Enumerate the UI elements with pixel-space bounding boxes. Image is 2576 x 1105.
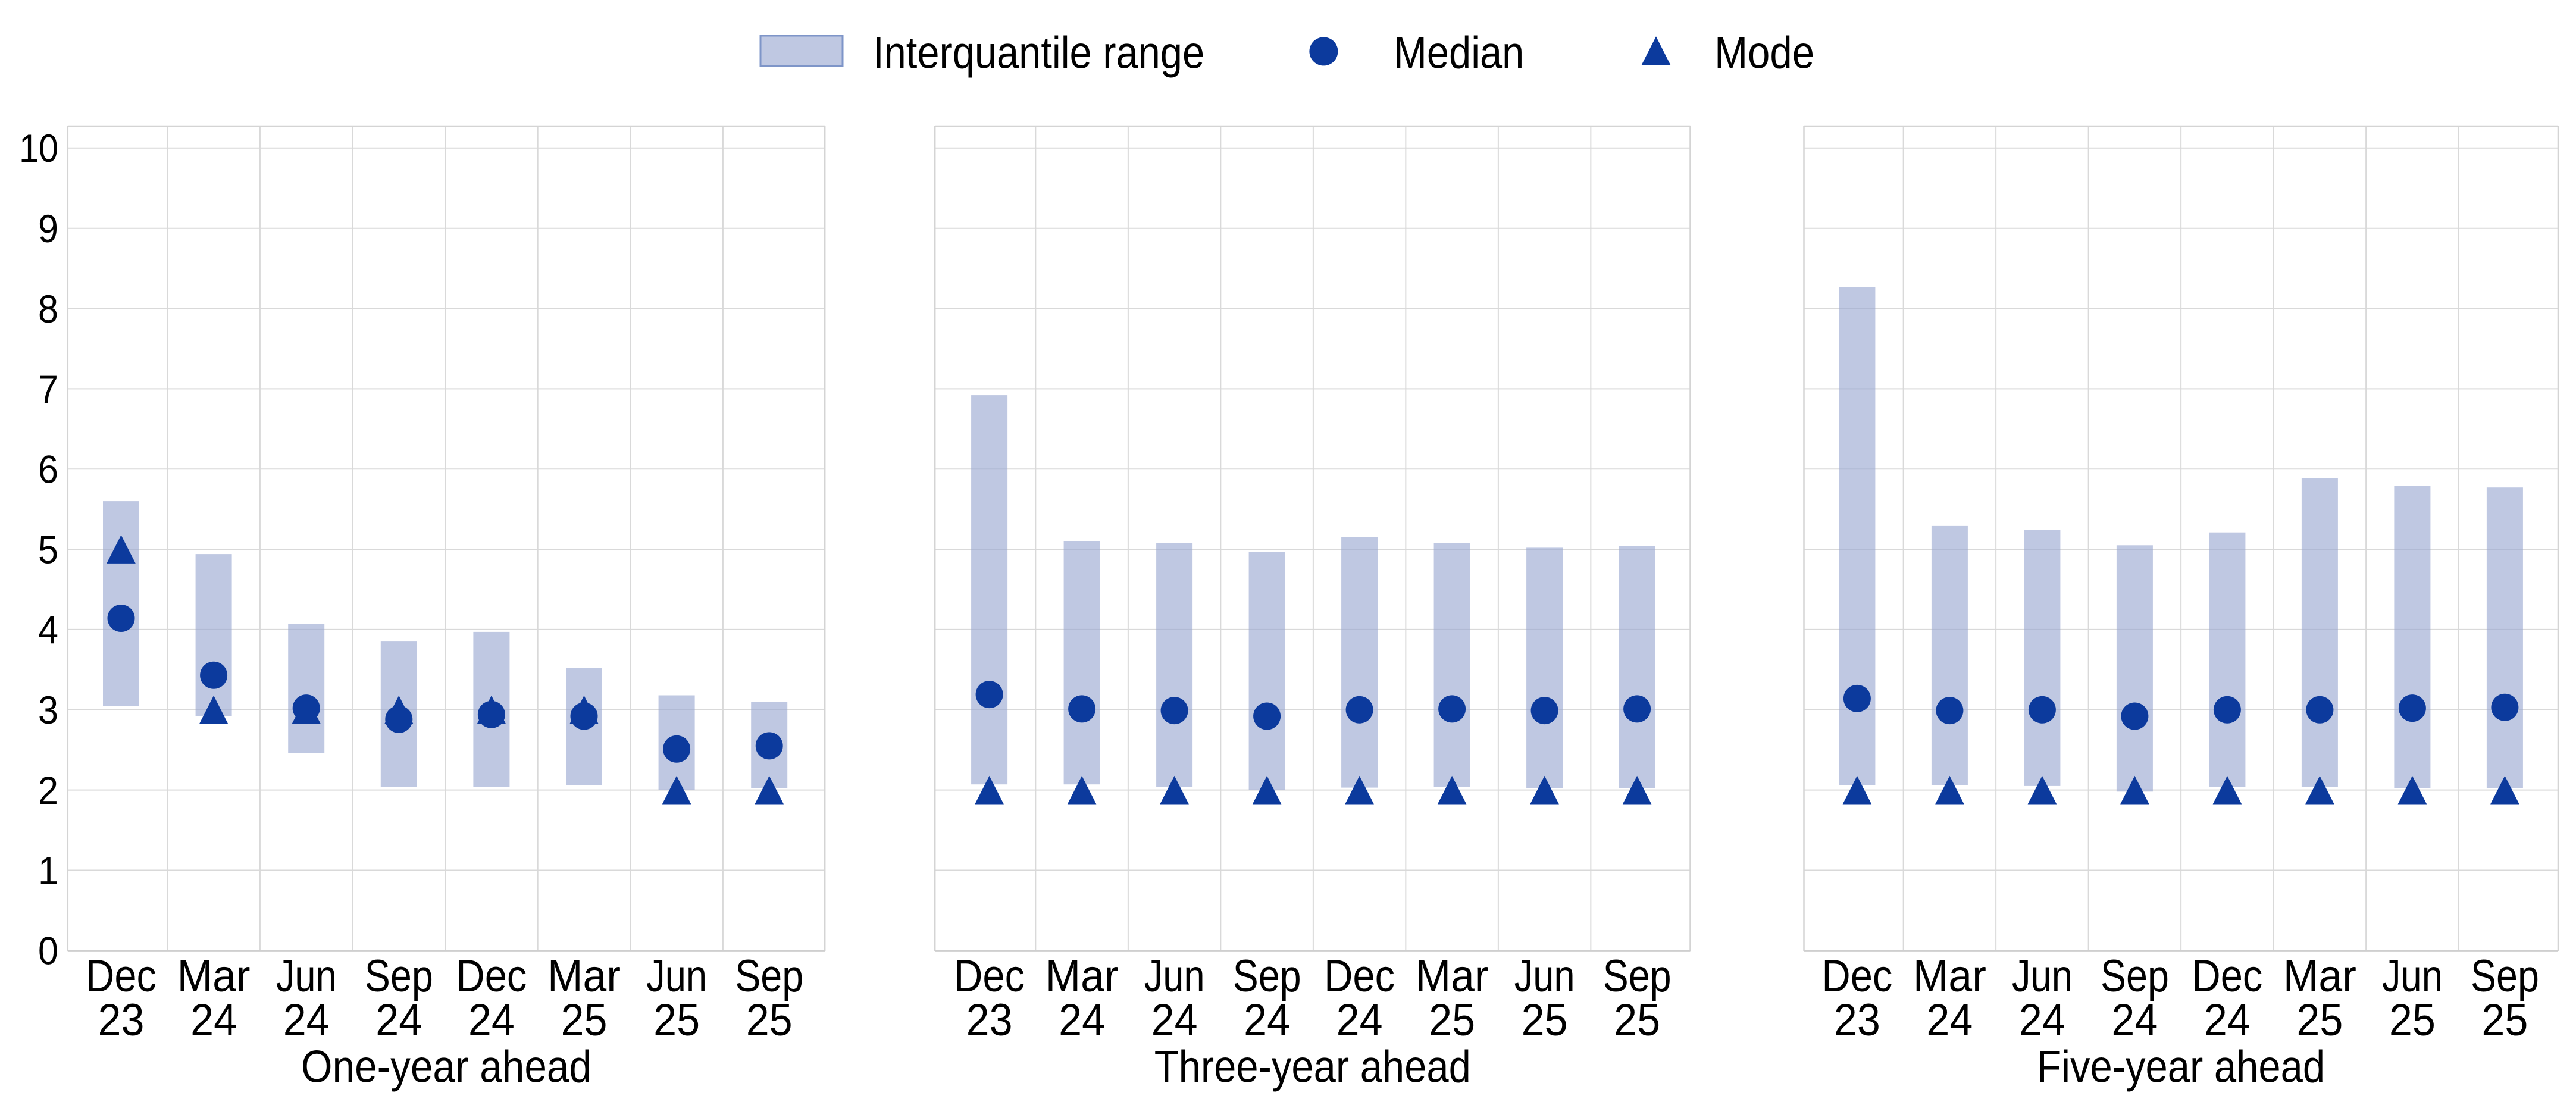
svg-text:24: 24 bbox=[1151, 995, 1198, 1045]
svg-text:Sep: Sep bbox=[1603, 951, 1672, 1001]
svg-text:24: 24 bbox=[2111, 995, 2158, 1045]
svg-text:10: 10 bbox=[19, 126, 58, 170]
svg-text:3: 3 bbox=[38, 688, 58, 732]
svg-text:4: 4 bbox=[38, 608, 58, 652]
svg-text:2: 2 bbox=[38, 768, 58, 812]
svg-text:7: 7 bbox=[38, 367, 58, 411]
svg-text:24: 24 bbox=[1336, 995, 1383, 1045]
svg-text:8: 8 bbox=[38, 287, 58, 331]
svg-text:25: 25 bbox=[2481, 995, 2528, 1045]
svg-text:24: 24 bbox=[1059, 995, 1105, 1045]
svg-text:24: 24 bbox=[2204, 995, 2251, 1045]
svg-text:24: 24 bbox=[190, 995, 237, 1045]
svg-text:Mar: Mar bbox=[177, 951, 251, 1001]
svg-text:6: 6 bbox=[38, 447, 58, 492]
svg-text:Dec: Dec bbox=[2192, 951, 2262, 1001]
svg-text:1: 1 bbox=[38, 849, 58, 893]
svg-text:Three-year ahead: Three-year ahead bbox=[1154, 1041, 1471, 1092]
svg-text:Mar: Mar bbox=[1416, 951, 1489, 1001]
svg-text:Jun: Jun bbox=[646, 951, 707, 1001]
svg-text:25: 25 bbox=[1522, 995, 1568, 1045]
svg-text:24: 24 bbox=[375, 995, 422, 1045]
svg-text:Jun: Jun bbox=[276, 951, 337, 1001]
svg-text:5: 5 bbox=[38, 527, 58, 571]
svg-text:Median: Median bbox=[1394, 28, 1524, 79]
svg-text:24: 24 bbox=[1244, 995, 1290, 1045]
svg-text:Dec: Dec bbox=[954, 951, 1025, 1001]
svg-text:One-year ahead: One-year ahead bbox=[301, 1041, 591, 1092]
svg-text:23: 23 bbox=[966, 995, 1013, 1045]
svg-text:Jun: Jun bbox=[1144, 951, 1205, 1001]
svg-text:Sep: Sep bbox=[1233, 951, 1301, 1001]
svg-text:Sep: Sep bbox=[735, 951, 803, 1001]
svg-text:Mar: Mar bbox=[1046, 951, 1119, 1001]
svg-text:25: 25 bbox=[2389, 995, 2436, 1045]
svg-text:Five-year ahead: Five-year ahead bbox=[2037, 1041, 2325, 1092]
svg-text:9: 9 bbox=[38, 206, 58, 251]
svg-text:Jun: Jun bbox=[2012, 951, 2073, 1001]
svg-text:Interquantile range: Interquantile range bbox=[873, 28, 1204, 79]
svg-text:25: 25 bbox=[1429, 995, 1475, 1045]
svg-text:24: 24 bbox=[2019, 995, 2065, 1045]
svg-text:25: 25 bbox=[746, 995, 793, 1045]
svg-text:Mar: Mar bbox=[1913, 951, 1986, 1001]
svg-text:24: 24 bbox=[1926, 995, 1973, 1045]
svg-text:Mar: Mar bbox=[2283, 951, 2356, 1001]
svg-text:23: 23 bbox=[98, 995, 145, 1045]
svg-text:25: 25 bbox=[653, 995, 700, 1045]
svg-text:Mode: Mode bbox=[1714, 28, 1814, 79]
svg-text:Sep: Sep bbox=[2471, 951, 2539, 1001]
svg-text:23: 23 bbox=[1834, 995, 1880, 1045]
svg-text:Mar: Mar bbox=[547, 951, 621, 1001]
svg-text:25: 25 bbox=[1614, 995, 1660, 1045]
svg-text:Dec: Dec bbox=[1324, 951, 1395, 1001]
svg-text:Dec: Dec bbox=[86, 951, 156, 1001]
svg-text:Dec: Dec bbox=[456, 951, 527, 1001]
svg-text:25: 25 bbox=[2296, 995, 2343, 1045]
svg-text:Sep: Sep bbox=[365, 951, 433, 1001]
svg-text:24: 24 bbox=[468, 995, 515, 1045]
svg-text:Sep: Sep bbox=[2101, 951, 2169, 1001]
svg-text:24: 24 bbox=[283, 995, 330, 1045]
svg-text:Jun: Jun bbox=[1514, 951, 1575, 1001]
svg-text:25: 25 bbox=[561, 995, 608, 1045]
svg-text:0: 0 bbox=[38, 929, 58, 973]
svg-text:Jun: Jun bbox=[2382, 951, 2443, 1001]
svg-text:Dec: Dec bbox=[1821, 951, 1892, 1001]
